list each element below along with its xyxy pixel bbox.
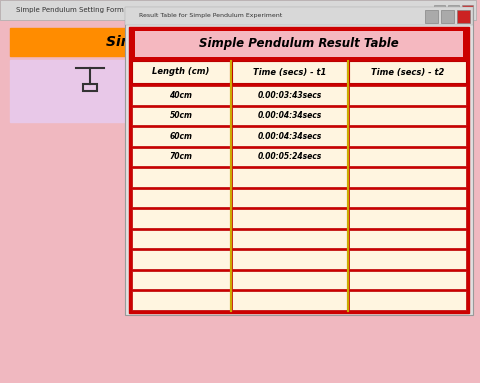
Text: 0.00:04:34secs: 0.00:04:34secs xyxy=(257,132,322,141)
Bar xyxy=(0,0,476,20)
Bar xyxy=(232,147,347,166)
Bar xyxy=(83,84,97,91)
Bar xyxy=(349,147,466,166)
Bar xyxy=(349,250,466,269)
Text: Length (cm): Length (cm) xyxy=(152,67,210,77)
Text: □: □ xyxy=(450,8,456,13)
Bar xyxy=(349,189,466,207)
Bar xyxy=(135,31,463,57)
Bar xyxy=(148,84,162,91)
Bar xyxy=(349,61,466,83)
Bar xyxy=(232,106,347,125)
Bar xyxy=(349,168,466,187)
Bar xyxy=(132,61,230,83)
Text: 0.00:04:34secs: 0.00:04:34secs xyxy=(257,111,322,120)
Text: ✕: ✕ xyxy=(465,8,469,13)
Bar xyxy=(132,230,230,248)
Bar xyxy=(462,5,473,17)
Bar xyxy=(232,209,347,228)
Text: Simple Pendulum Result Table: Simple Pendulum Result Table xyxy=(199,38,399,51)
Bar xyxy=(232,291,347,310)
Text: 70cm: 70cm xyxy=(169,152,192,161)
Bar xyxy=(129,27,469,313)
Bar xyxy=(232,168,347,187)
Bar xyxy=(10,28,466,56)
Bar xyxy=(232,230,347,248)
Text: 50cm: 50cm xyxy=(169,111,192,120)
Bar xyxy=(132,250,230,269)
Bar xyxy=(349,127,466,146)
Bar xyxy=(434,5,445,17)
Text: −: − xyxy=(436,7,442,13)
Bar xyxy=(232,189,347,207)
Bar xyxy=(457,10,470,23)
Bar xyxy=(132,168,230,187)
Text: 0.00:03:43secs: 0.00:03:43secs xyxy=(257,91,322,100)
Bar xyxy=(132,291,230,310)
Bar xyxy=(425,10,438,23)
Bar xyxy=(132,106,230,125)
Bar xyxy=(132,86,230,105)
Bar xyxy=(125,7,473,25)
Text: Result Table for Simple Pendulum Experiment: Result Table for Simple Pendulum Experim… xyxy=(139,13,282,18)
Text: Time (secs) - t2: Time (secs) - t2 xyxy=(371,67,444,77)
Bar xyxy=(349,291,466,310)
Bar xyxy=(125,7,473,315)
Bar xyxy=(232,86,347,105)
Bar xyxy=(232,250,347,269)
Bar xyxy=(349,86,466,105)
Bar xyxy=(441,10,454,23)
Text: Time (secs) - t1: Time (secs) - t1 xyxy=(253,67,326,77)
Bar xyxy=(10,60,466,122)
Bar xyxy=(349,209,466,228)
Bar xyxy=(132,147,230,166)
Bar xyxy=(349,106,466,125)
Text: Simple Pendulum Setting Form: Simple Pendulum Setting Form xyxy=(16,7,124,13)
Text: 60cm: 60cm xyxy=(169,132,192,141)
Bar xyxy=(132,127,230,146)
Bar xyxy=(232,127,347,146)
Text: Simple Pendulum Setting Window: Simple Pendulum Setting Window xyxy=(106,35,371,49)
Text: 40cm: 40cm xyxy=(169,91,192,100)
Bar xyxy=(132,209,230,228)
Bar xyxy=(349,271,466,290)
Bar xyxy=(132,189,230,207)
Bar xyxy=(132,271,230,290)
Text: 0.00:05:24secs: 0.00:05:24secs xyxy=(257,152,322,161)
Bar xyxy=(232,271,347,290)
Bar xyxy=(232,61,347,83)
Bar xyxy=(448,5,459,17)
Bar xyxy=(349,230,466,248)
